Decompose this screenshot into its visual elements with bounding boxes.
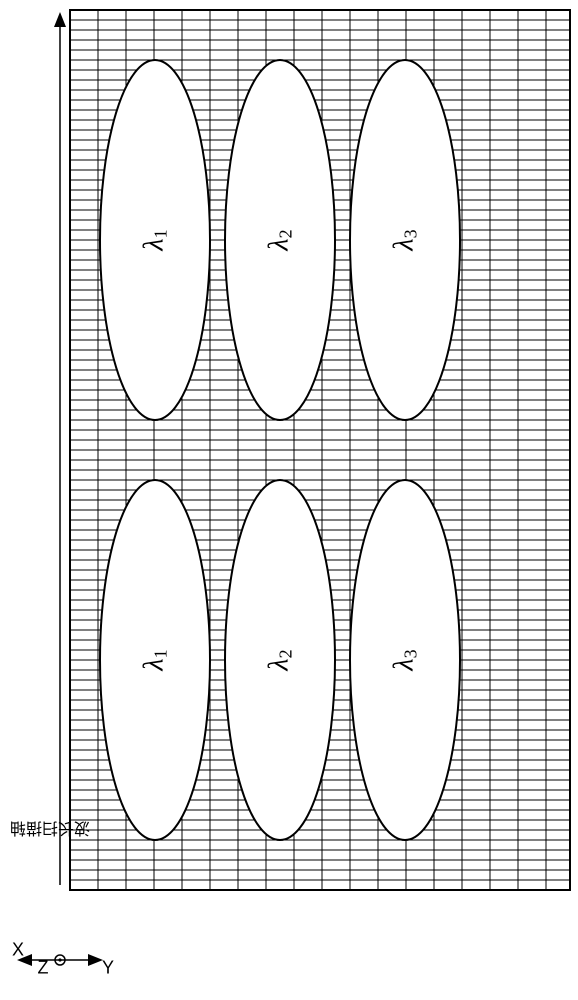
axis-y-label: Y: [102, 958, 114, 979]
scan-axis-label: 波长扫描轴: [10, 818, 90, 842]
ellipse-label-0-2: λ3: [388, 649, 421, 670]
ellipse-label-1-2: λ3: [388, 229, 421, 250]
coordinate-axes: [20, 955, 100, 965]
ellipse-label-0-0: λ1: [138, 649, 171, 670]
ellipse-label-1-1: λ2: [263, 229, 296, 250]
axis-z-label: Z: [38, 958, 49, 979]
diagram-svg: [0, 0, 578, 1000]
axis-x-label: X: [12, 940, 24, 961]
ellipse-label-0-1: λ2: [263, 649, 296, 670]
diagram-canvas: λ1 λ2 λ3 λ1 λ2 λ3 波长扫描轴 X Y Z: [0, 0, 578, 1000]
ellipse-label-1-0: λ1: [138, 229, 171, 250]
